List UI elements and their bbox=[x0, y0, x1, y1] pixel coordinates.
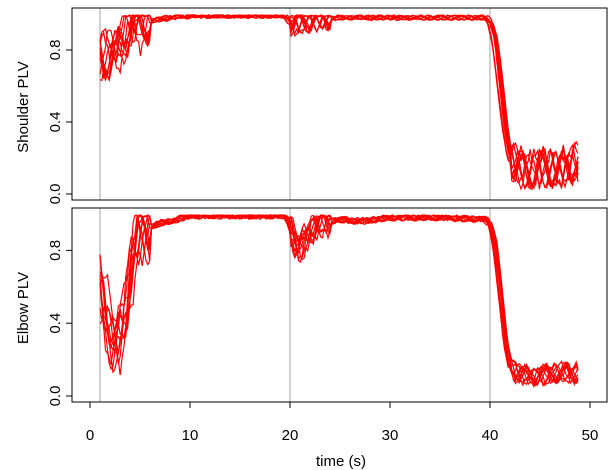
y-tick-label: 0.4 bbox=[47, 112, 64, 133]
x-tick-label: 20 bbox=[282, 427, 299, 444]
elbow-plv-panel: Elbow PLV 0.0 0.4 0.8 bbox=[15, 207, 608, 407]
y-tick-label: 0.0 bbox=[47, 184, 64, 205]
time-axis: time (s) 0 10 20 30 40 50 bbox=[86, 402, 599, 470]
plot-frame bbox=[71, 207, 608, 403]
x-tick-label: 10 bbox=[182, 427, 199, 444]
trial-trace-5 bbox=[99, 14, 579, 191]
trace-group bbox=[99, 213, 579, 388]
x-tick-label: 40 bbox=[482, 427, 499, 444]
y-tick-label: 0.4 bbox=[47, 313, 64, 334]
trial-trace-6 bbox=[99, 14, 579, 190]
trial-trace-9 bbox=[99, 14, 579, 190]
x-tick-label: 0 bbox=[86, 427, 94, 444]
shoulder-ylabel: Shoulder PLV bbox=[15, 61, 32, 152]
trial-trace-1 bbox=[99, 14, 579, 190]
trace-group bbox=[99, 13, 579, 191]
trial-trace-8 bbox=[99, 13, 579, 188]
x-axis-label: time (s) bbox=[316, 453, 366, 470]
elbow-ylabel: Elbow PLV bbox=[15, 272, 32, 344]
y-tick-label: 0.8 bbox=[47, 240, 64, 261]
shoulder-plv-panel: Shoulder PLV 0.0 0.4 0.8 bbox=[15, 7, 608, 205]
y-tick-label: 0.0 bbox=[47, 386, 64, 407]
trial-trace-8 bbox=[99, 213, 579, 387]
plot-frame bbox=[71, 7, 608, 201]
trial-trace-4 bbox=[99, 14, 579, 191]
trial-trace-9 bbox=[99, 214, 579, 386]
x-tick-label: 30 bbox=[382, 427, 399, 444]
y-tick-label: 0.8 bbox=[47, 40, 64, 61]
trial-trace-3 bbox=[99, 14, 579, 189]
trial-trace-7 bbox=[99, 13, 579, 191]
trial-trace-2 bbox=[99, 14, 579, 189]
trial-trace-0 bbox=[99, 14, 579, 189]
x-tick-label: 50 bbox=[582, 427, 599, 444]
